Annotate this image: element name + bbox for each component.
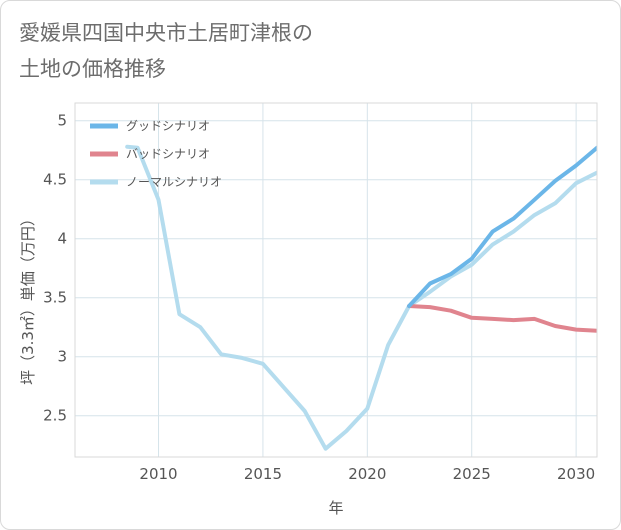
x-tick-label: 2030 <box>557 465 595 483</box>
plot-border <box>74 102 598 458</box>
legend-label: バッドシナリオ <box>126 147 210 161</box>
legend-label: ノーマルシナリオ <box>126 175 222 189</box>
y-tick-label: 4.5 <box>43 171 67 189</box>
chart-title: 愛媛県四国中央市土居町津根の 土地の価格推移 <box>19 15 579 87</box>
y-tick-label: 4 <box>57 230 67 248</box>
plot-area <box>75 103 597 457</box>
y-tick-label: 3 <box>57 348 67 366</box>
x-tick-label: 2025 <box>453 465 491 483</box>
chart-title-line-1: 愛媛県四国中央市土居町津根の <box>19 21 313 45</box>
series-line-normal <box>125 144 597 451</box>
x-tick-label: 2020 <box>348 465 386 483</box>
x-axis-label: 年 <box>328 499 343 517</box>
series-line-bad <box>407 304 597 333</box>
y-tick-label: 3.5 <box>43 289 67 307</box>
y-tick-label: 2.5 <box>43 407 67 425</box>
series-lines <box>125 144 597 451</box>
series-line-good <box>407 145 597 308</box>
x-tick-label: 2010 <box>139 465 177 483</box>
y-axis-label: 坪（3.3㎡）単価（万円） <box>19 211 37 385</box>
grid-lines <box>75 103 597 457</box>
chart-title-line-2: 土地の価格推移 <box>19 57 166 81</box>
axis-ticks: 2010 2015 2020 2025 2030 2.5 3 3.5 4 4.5 5 <box>43 112 595 483</box>
y-tick-label: 5 <box>57 112 67 130</box>
x-tick-label: 2015 <box>244 465 282 483</box>
legend-label: グッドシナリオ <box>126 119 210 133</box>
